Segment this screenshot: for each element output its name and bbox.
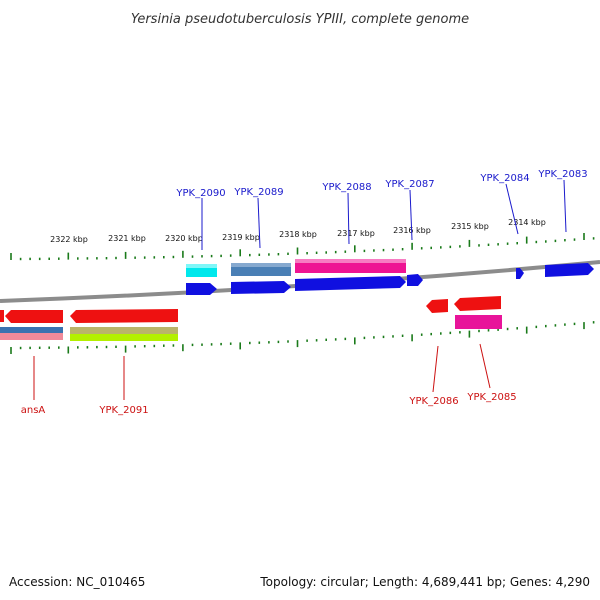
scale-label: 2315 kbp xyxy=(451,222,489,231)
scale-label: 2314 kbp xyxy=(508,218,546,227)
gene-ypk-2086-arrow[interactable] xyxy=(426,299,448,313)
gene-label-ypk-2085[interactable]: YPK_2085 xyxy=(466,392,516,403)
topology-text: Topology: circular; Length: 4,689,441 bp… xyxy=(259,575,590,589)
label-connectors xyxy=(33,179,567,400)
gene-label-ypk-2086[interactable]: YPK_2086 xyxy=(408,396,458,407)
gene-ypk-2090-arrow[interactable] xyxy=(186,283,217,295)
reverse-strand-genes xyxy=(0,296,502,341)
scale-label: 2318 kbp xyxy=(279,230,317,239)
gene-ypk-2091-feature-olive[interactable] xyxy=(70,327,178,334)
gene-ypk-2088-arrow[interactable] xyxy=(295,276,406,291)
gene-ansa-feature-pink[interactable] xyxy=(0,333,63,340)
scale-label: 2319 kbp xyxy=(222,233,260,242)
scale-ticks-bottom xyxy=(10,321,595,354)
gene-label-ypk-2087[interactable]: YPK_2087 xyxy=(384,179,434,190)
gene-label-ypk-2089[interactable]: YPK_2089 xyxy=(233,187,283,198)
gene-left-edge-arrow[interactable] xyxy=(0,310,4,322)
gene-labels: YPK_2090 YPK_2089 YPK_2088 YPK_2087 YPK_… xyxy=(21,169,588,416)
map-title: Yersinia pseudotuberculosis YPIII, compl… xyxy=(131,12,469,27)
gene-highlight xyxy=(231,263,291,267)
scale-label: 2322 kbp xyxy=(50,235,88,244)
scale-label: 2320 kbp xyxy=(165,234,203,243)
scale-label: 2321 kbp xyxy=(108,234,146,243)
gene-highlight xyxy=(295,259,406,263)
forward-strand-genes xyxy=(186,259,594,295)
gene-label-ypk-2090[interactable]: YPK_2090 xyxy=(175,188,225,199)
gene-ansa-arrow[interactable] xyxy=(5,310,63,323)
gene-label-ypk-2091[interactable]: YPK_2091 xyxy=(98,405,148,416)
gene-ypk-2085-feature[interactable] xyxy=(455,315,502,329)
accession-text: Accession: NC_010465 xyxy=(9,575,145,589)
gene-ypk-2091-feature-green[interactable] xyxy=(70,334,178,341)
gene-ypk-2084-arrow[interactable] xyxy=(516,268,524,279)
scale-ticks-top xyxy=(10,233,595,261)
gene-ypk-2091-arrow[interactable] xyxy=(70,309,178,323)
gene-label-ypk-2084[interactable]: YPK_2084 xyxy=(479,173,529,184)
gene-label-ansa[interactable]: ansA xyxy=(21,405,46,416)
gene-ypk-2085-arrow[interactable] xyxy=(454,296,501,311)
gene-ypk-2087-arrow[interactable] xyxy=(407,274,423,286)
gene-label-ypk-2088[interactable]: YPK_2088 xyxy=(321,182,371,193)
gene-ansa-feature-blue[interactable] xyxy=(0,327,63,333)
gene-label-ypk-2083[interactable]: YPK_2083 xyxy=(537,169,587,180)
scale-label: 2317 kbp xyxy=(337,229,375,238)
gene-highlight xyxy=(186,264,217,268)
gene-ypk-2083-arrow[interactable] xyxy=(545,263,594,277)
scale-labels: 2322 kbp 2321 kbp 2320 kbp 2319 kbp 2318… xyxy=(50,218,546,244)
gene-ypk-2089-arrow[interactable] xyxy=(231,281,291,294)
